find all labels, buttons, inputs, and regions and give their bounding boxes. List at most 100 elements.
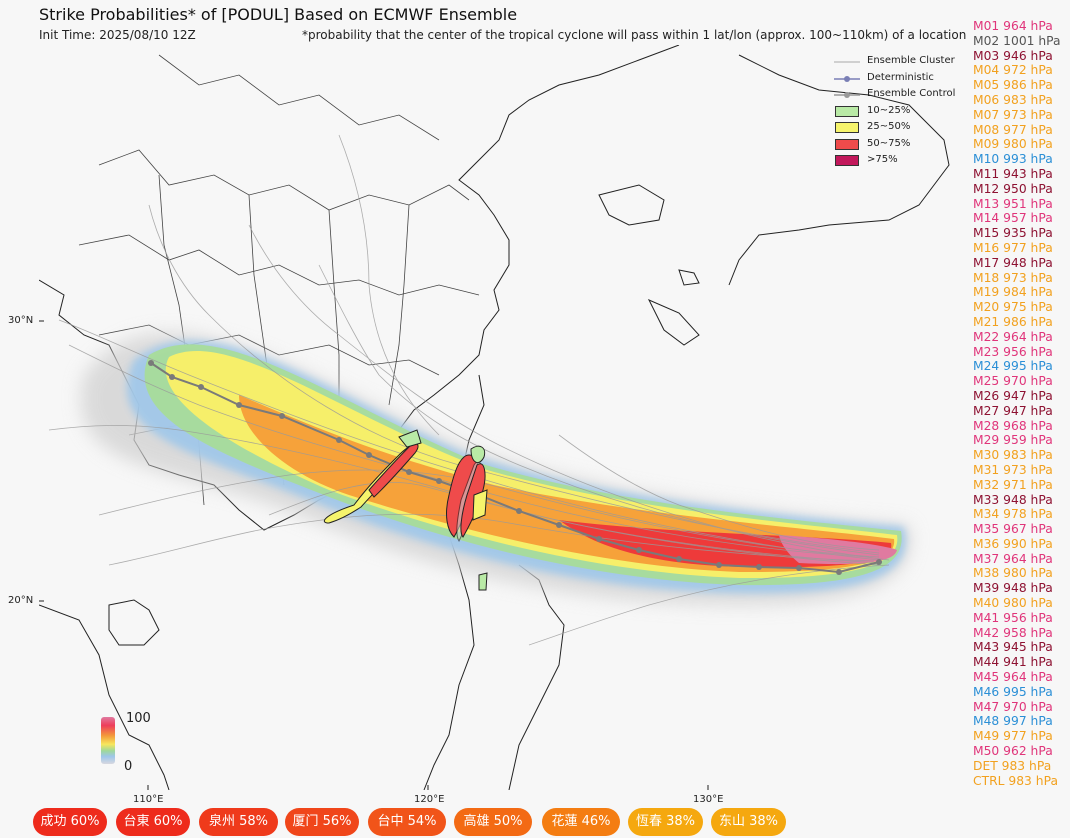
member-entry: M10 993 hPa xyxy=(973,152,1053,167)
location-badge: 厦门 56% xyxy=(285,808,359,836)
member-entry: M45 964 hPa xyxy=(973,670,1053,685)
lon-label-110e: 110°E xyxy=(133,794,164,805)
member-entry: M17 948 hPa xyxy=(973,255,1053,270)
member-entry: M27 947 hPa xyxy=(973,403,1053,418)
member-entry: M18 973 hPa xyxy=(973,270,1053,285)
legend-bin: 50~75% xyxy=(834,136,964,153)
strike-probability-swath xyxy=(80,332,911,605)
member-entry: DET 983 hPa xyxy=(973,758,1052,773)
lat-label-20n: 20°N xyxy=(8,595,34,606)
legend-deterministic: Deterministic xyxy=(834,70,964,87)
graticule-ticks xyxy=(39,320,709,790)
location-probability: 58% xyxy=(239,814,269,829)
member-entry: M35 967 hPa xyxy=(973,522,1053,537)
legend-label: Ensemble Control xyxy=(867,88,956,99)
member-entry: M16 977 hPa xyxy=(973,240,1053,255)
map-legend: Ensemble Cluster Deterministic Ensemble … xyxy=(834,53,964,169)
member-entry: M04 972 hPa xyxy=(973,63,1053,78)
member-entry: M22 964 hPa xyxy=(973,329,1053,344)
member-entry: M19 984 hPa xyxy=(973,285,1053,300)
location-name: 厦门 xyxy=(292,814,319,829)
member-entry: M13 951 hPa xyxy=(973,196,1053,211)
location-badge: 花蓮 46% xyxy=(542,808,620,836)
map-canvas xyxy=(39,45,950,790)
swatch-icon xyxy=(835,105,859,117)
lat-label-30n: 30°N xyxy=(8,315,34,326)
member-entry: M31 973 hPa xyxy=(973,462,1053,477)
location-name: 东山 xyxy=(718,814,745,829)
member-entry: M37 964 hPa xyxy=(973,551,1053,566)
location-probability: 46% xyxy=(581,814,611,829)
location-badge: 高雄 50% xyxy=(454,808,532,836)
location-probability: 60% xyxy=(153,814,183,829)
member-entry: M33 948 hPa xyxy=(973,492,1053,507)
location-name: 泉州 xyxy=(208,814,235,829)
member-entry: M34 978 hPa xyxy=(973,507,1053,522)
member-entry: M30 983 hPa xyxy=(973,448,1053,463)
member-entry: M39 948 hPa xyxy=(973,581,1053,596)
swatch-icon xyxy=(835,138,859,150)
member-entry: M43 945 hPa xyxy=(973,640,1053,655)
swatch-icon xyxy=(835,122,859,133)
lon-label-130e: 130°E xyxy=(693,794,724,805)
member-entry: M12 950 hPa xyxy=(973,181,1053,196)
member-entry: M07 973 hPa xyxy=(973,107,1053,122)
member-entry: M24 995 hPa xyxy=(973,359,1053,374)
legend-label: Ensemble Cluster xyxy=(867,55,955,66)
location-name: 成功 xyxy=(40,814,67,829)
member-entry: M41 956 hPa xyxy=(973,610,1053,625)
swatch-icon xyxy=(835,155,859,166)
member-entry: M23 956 hPa xyxy=(973,344,1053,359)
member-entry: M21 986 hPa xyxy=(973,314,1053,329)
member-entry: M20 975 hPa xyxy=(973,300,1053,315)
location-name: 台中 xyxy=(377,814,404,829)
member-entry: M29 959 hPa xyxy=(973,433,1053,448)
location-badge: 台中 54% xyxy=(368,808,446,836)
member-entry: M11 943 hPa xyxy=(973,166,1053,181)
line-dot-icon xyxy=(834,75,860,82)
member-entry: M47 970 hPa xyxy=(973,699,1053,714)
legend-bin: 10~25% xyxy=(834,103,964,120)
member-entry: M08 977 hPa xyxy=(973,122,1053,137)
member-entry: M09 980 hPa xyxy=(973,137,1053,152)
legend-bin: 25~50% xyxy=(834,119,964,136)
legend-label: Deterministic xyxy=(867,71,934,83)
probability-note: *probability that the center of the trop… xyxy=(302,28,967,42)
legend-label: >75% xyxy=(867,154,898,165)
legend-label: 25~50% xyxy=(867,121,911,132)
legend-ensemble-cluster: Ensemble Cluster xyxy=(834,53,964,70)
location-badge: 成功 60% xyxy=(33,808,107,836)
location-badge: 泉州 58% xyxy=(199,808,278,836)
member-entry: M46 995 hPa xyxy=(973,684,1053,699)
location-name: 恆春 xyxy=(635,814,662,829)
member-entry: M15 935 hPa xyxy=(973,226,1053,241)
member-entry: M01 964 hPa xyxy=(973,19,1053,33)
member-entry: M03 946 hPa xyxy=(973,48,1053,63)
location-badge: 东山 38% xyxy=(711,808,786,836)
location-badge: 台東 60% xyxy=(116,808,190,836)
location-name: 高雄 xyxy=(463,814,490,829)
member-entry: M50 962 hPa xyxy=(973,744,1053,759)
location-probability: 38% xyxy=(666,814,696,829)
location-probability: 50% xyxy=(493,814,523,829)
member-entry: CTRL 983 hPa xyxy=(973,773,1058,788)
thin-line-icon xyxy=(834,61,860,63)
location-badge: 恆春 38% xyxy=(628,808,703,836)
member-entry: M40 980 hPa xyxy=(973,596,1053,611)
member-entry: M49 977 hPa xyxy=(973,729,1053,744)
member-entry: M02 1001 hPa xyxy=(973,33,1061,48)
member-entry: M25 970 hPa xyxy=(973,374,1053,389)
colorbar-min-label: 0 xyxy=(124,759,133,774)
control-track xyxy=(148,360,882,575)
member-entry: M05 986 hPa xyxy=(973,78,1053,93)
legend-label: 50~75% xyxy=(867,137,911,149)
colorbar-max-label: 100 xyxy=(126,711,151,726)
lon-label-120e: 120°E xyxy=(414,794,445,805)
location-probability: 38% xyxy=(749,814,779,829)
member-entry: M28 968 hPa xyxy=(973,418,1053,433)
member-entry: M38 980 hPa xyxy=(973,566,1053,581)
location-probability: 54% xyxy=(407,814,437,829)
init-time: Init Time: 2025/08/10 12Z xyxy=(39,28,196,42)
member-entry: M36 990 hPa xyxy=(973,536,1053,551)
member-entry: M48 997 hPa xyxy=(973,714,1053,729)
